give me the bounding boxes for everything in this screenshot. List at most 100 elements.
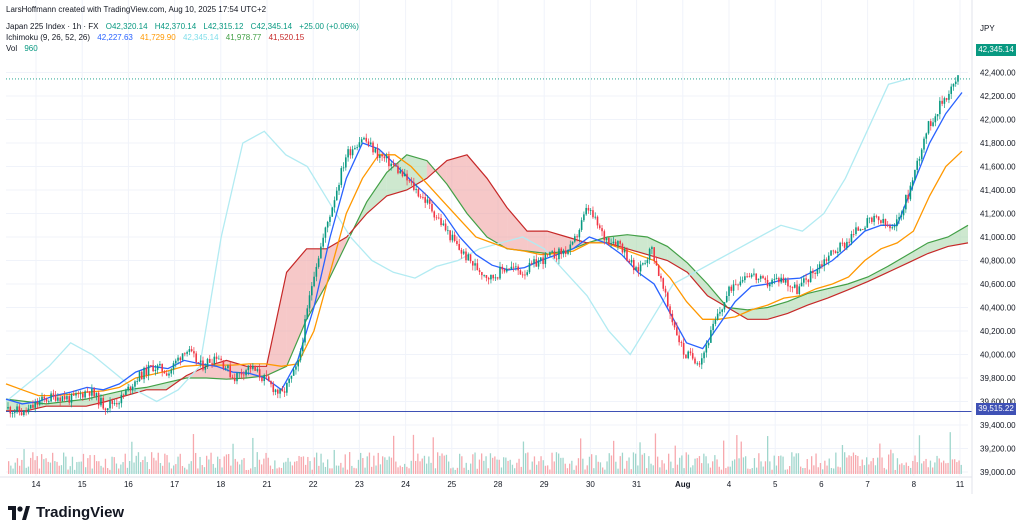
volume-bar <box>342 467 344 474</box>
volume-bar <box>322 462 324 474</box>
volume-bar <box>899 464 901 474</box>
volume-bar <box>560 457 562 474</box>
candle-body <box>236 373 238 382</box>
volume-bar <box>782 456 784 474</box>
volume-bar <box>569 463 571 474</box>
candle-body <box>417 189 420 197</box>
volume-bar <box>78 461 80 474</box>
candle-body <box>764 278 767 280</box>
volume-line: Vol 960 <box>6 43 43 54</box>
volume-bar <box>657 456 659 474</box>
volume-bar <box>813 465 815 474</box>
volume-bar <box>698 456 701 474</box>
candle-body <box>48 401 50 403</box>
volume-bar <box>764 461 767 474</box>
volume-bar <box>170 468 173 474</box>
cloud-segment <box>927 237 948 254</box>
y-tick-label: 39,000.00 <box>980 468 1016 477</box>
volume-bar <box>925 458 927 474</box>
candle-body <box>222 360 225 369</box>
volume-bar <box>331 468 333 474</box>
volume-bar <box>373 455 375 474</box>
candle-body <box>882 218 884 223</box>
volume-bar <box>87 458 89 474</box>
cloud-segment <box>787 293 808 314</box>
volume-bar <box>514 468 516 474</box>
candle-body <box>41 396 43 401</box>
volume-bar <box>837 466 839 474</box>
candle-body <box>204 366 207 370</box>
volume-bar <box>188 463 190 474</box>
x-tick-label: 6 <box>819 480 824 489</box>
volume-bar <box>261 464 263 474</box>
volume-bar <box>753 458 756 474</box>
volume-bar <box>659 467 661 474</box>
candle-body <box>755 273 758 281</box>
volume-bar <box>665 469 668 474</box>
candle-body <box>208 358 211 363</box>
candle-body <box>424 197 426 203</box>
candle-body <box>564 250 567 254</box>
candle-body <box>444 223 447 231</box>
candle-body <box>184 353 186 355</box>
candle-body <box>367 141 370 145</box>
kijun-value: 41,729.90 <box>140 33 176 42</box>
volume-bar <box>225 454 228 474</box>
volume-bar <box>426 463 428 474</box>
candlesticks <box>7 74 959 418</box>
volume-bar <box>780 455 782 474</box>
cloud-segment <box>446 154 467 214</box>
candle-body <box>174 360 177 364</box>
volume-bar <box>404 463 406 474</box>
candle-body <box>227 365 229 369</box>
volume-bar <box>641 454 643 474</box>
tradingview-logo[interactable]: TradingView <box>8 504 124 521</box>
volume-bar <box>608 453 610 474</box>
ichimoku-label[interactable]: Ichimoku (9, 26, 52, 26) <box>6 33 91 42</box>
candle-body <box>666 292 669 307</box>
volume-bar <box>91 468 93 474</box>
y-tick-label: 40,400.00 <box>980 304 1016 313</box>
candle-body <box>229 365 231 378</box>
volume-bar <box>894 469 896 474</box>
candle-body <box>503 269 506 272</box>
candle-body <box>542 257 544 265</box>
candle-body <box>218 358 220 360</box>
volume-bar <box>401 466 404 474</box>
candle-body <box>11 413 14 414</box>
candle-body <box>27 408 30 413</box>
x-tick-label: 4 <box>727 480 732 489</box>
candle-body <box>841 242 844 244</box>
candle-body <box>587 207 590 211</box>
x-tick-label: 7 <box>865 480 870 489</box>
candle-body <box>594 216 597 218</box>
candle-body <box>608 237 610 244</box>
volume-bar <box>599 462 602 474</box>
symbol-label[interactable]: Japan 225 Index · 1h · FX <box>6 22 99 31</box>
candle-body <box>57 397 59 401</box>
candle-body <box>127 386 129 391</box>
volume-bar <box>177 456 179 474</box>
volume-bar <box>360 452 362 474</box>
volume-bar <box>672 468 674 474</box>
volume-bar <box>723 440 725 474</box>
candle-body <box>596 216 599 226</box>
volume-bar <box>166 455 168 474</box>
volume-bar <box>115 463 118 474</box>
volume-label[interactable]: Vol <box>6 44 18 53</box>
candle-body <box>592 210 594 218</box>
volume-bar <box>540 456 542 474</box>
volume-bar <box>661 460 663 474</box>
x-tick-label: 17 <box>170 480 179 489</box>
volume-bar <box>553 461 555 474</box>
volume-bar <box>278 467 280 474</box>
volume-bar <box>12 468 14 474</box>
candle-body <box>803 278 805 283</box>
y-tick-label: 42,400.00 <box>980 69 1016 78</box>
currency-unit[interactable]: JPY <box>980 24 995 33</box>
volume-bar <box>285 461 287 474</box>
candle-body <box>256 369 259 371</box>
tenkan-value: 42,227.63 <box>97 33 133 42</box>
candle-body <box>91 388 93 396</box>
